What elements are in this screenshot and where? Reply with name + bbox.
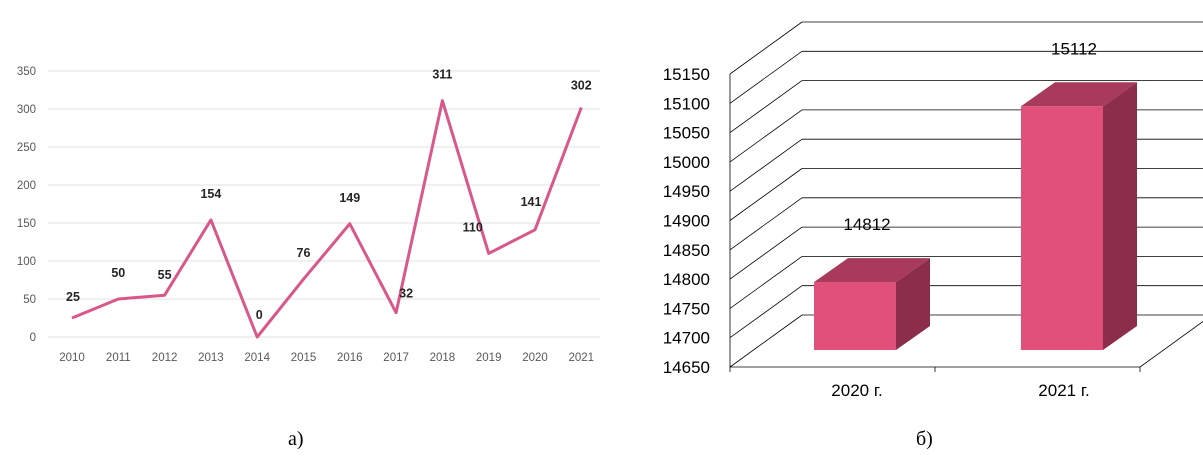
y-tick-100: 100 [17,256,36,268]
side-gridline-15100 [729,50,803,104]
x-tick-2020: 2020 [522,352,548,364]
bar-chart-category-labels: 2020 г. 2021 г. [831,381,1089,400]
side-gridline-14850 [729,197,803,251]
x-tick-2013: 2013 [198,352,224,364]
side-gridline-15000 [729,109,803,163]
side-gridline-14750 [729,256,803,309]
data-label-0: 14812 [843,215,890,234]
category-label-1: 2021 г. [1038,381,1089,400]
bar-front-1 [1021,106,1103,350]
bar-top-1 [1021,82,1137,107]
line-chart-data-labels: 25 50 55 154 0 76 149 32 311 110 141 302 [66,68,592,322]
bar-side-0 [896,258,930,350]
y-tick-15000: 15000 [663,153,710,172]
data-label-2014: 0 [256,308,263,322]
y-tick-200: 200 [17,180,36,192]
bar-chart-3d: 14650 14700 14750 14800 14850 14900 14950 15000… [663,21,1203,400]
line-chart-x-tick-labels: 2010 2011 2012 2013 2014 2015 2016 2017 2018 2019… [59,352,594,364]
side-gridline-15150 [729,21,803,75]
bar-front-0 [814,282,896,350]
side-gridline-14700 [729,285,803,339]
x-tick-2015: 2015 [291,352,317,364]
data-label-1: 15112 [1051,39,1097,58]
bar-chart-data-labels: 14812 15112 [843,39,1097,234]
category-label-0: 2020 г. [831,381,882,400]
x-tick-2016: 2016 [337,352,363,364]
x-tick-2018: 2018 [430,352,456,364]
y-tick-250: 250 [17,142,36,154]
line-chart-y-tick-labels: 0 50 100 150 200 250 300 350 [17,66,36,344]
x-tick-2021: 2021 [569,352,595,364]
line-chart-series [71,99,583,339]
y-tick-0: 0 [30,332,36,344]
floor-right-line [1139,321,1203,368]
line-chart-gridlines [48,70,600,338]
y-tick-14700: 14700 [663,329,710,348]
y-tick-14800: 14800 [663,270,710,289]
y-tick-14850: 14850 [663,241,710,260]
y-tick-300: 300 [17,104,36,116]
x-tick-2019: 2019 [476,352,502,364]
bar-side-1 [1103,82,1137,350]
side-gridline-14950 [729,138,803,192]
bar-0 [814,258,930,350]
side-gridline-14800 [729,226,803,280]
x-tick-2011: 2011 [106,352,131,364]
data-label-2013: 154 [200,187,221,201]
side-gridline-14650 [729,314,803,368]
x-tick-2017: 2017 [383,352,409,364]
data-label-2019: 110 [463,220,483,234]
y-tick-350: 350 [17,66,36,78]
x-tick-2014: 2014 [244,352,270,364]
y-tick-14900: 14900 [663,212,710,231]
y-tick-15150: 15150 [663,65,710,84]
x-tick-2010: 2010 [59,352,85,364]
data-label-2010: 25 [66,290,80,304]
data-label-2021: 302 [571,78,592,92]
data-label-2016: 149 [339,191,360,205]
side-gridline-14900 [729,168,803,221]
bar-1 [1021,82,1137,350]
y-tick-14950: 14950 [663,182,710,201]
y-tick-14650: 14650 [663,358,710,377]
data-label-2015: 76 [297,246,311,260]
bar-top-0 [814,258,930,283]
y-tick-15050: 15050 [663,124,710,143]
y-tick-15100: 15100 [663,94,710,113]
x-tick-2012: 2012 [152,352,178,364]
y-tick-14750: 14750 [663,299,710,318]
data-label-2012: 55 [158,268,172,282]
caption-a: a) [288,428,304,450]
data-label-2020: 141 [521,195,542,209]
bar-chart-bars [814,82,1137,350]
bar-chart-y-tick-labels: 14650 14700 14750 14800 14850 14900 14950 15000… [663,65,710,377]
y-tick-150: 150 [17,218,36,230]
side-gridline-15050 [729,80,803,133]
data-label-2017: 32 [399,287,413,301]
caption-b: б) [916,428,933,450]
series-line [71,99,583,339]
data-label-2011: 50 [111,266,125,280]
y-tick-50: 50 [23,294,36,306]
data-label-2018: 311 [432,68,452,82]
